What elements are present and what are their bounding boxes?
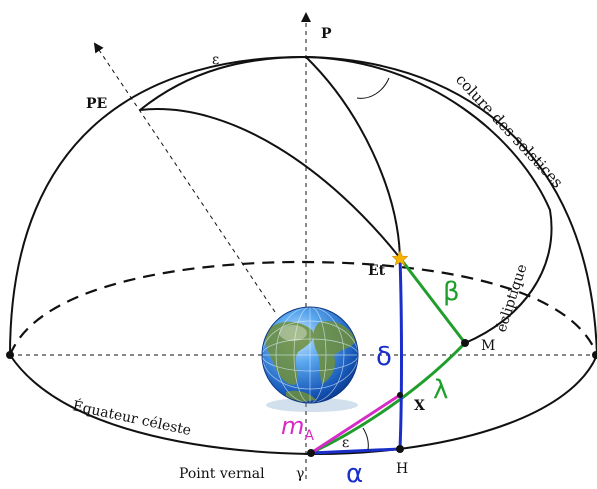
alpha-line (310, 447, 401, 455)
arc-pe-to-star (139, 108, 401, 259)
point-h-dot (396, 445, 404, 453)
solstice-colure-label: colure des solstices (452, 70, 567, 191)
point-x-dot (397, 392, 403, 398)
alpha-label: α (346, 459, 363, 489)
epsilon-top-label: ε (212, 52, 219, 68)
equator-label: Équateur céleste (71, 396, 193, 439)
angle-arc-top (356, 77, 390, 99)
star-label: Et (368, 263, 386, 279)
ma-subscript: A (304, 428, 314, 444)
ecliptic-lambda-line (310, 341, 467, 455)
earth-globe-icon (261, 306, 359, 412)
delta-line (398, 257, 403, 450)
arc-pe-to-p (139, 56, 307, 111)
point-m-dot (461, 339, 469, 347)
point-x-label: X (414, 398, 425, 414)
arc-p-to-star (305, 56, 401, 259)
point-h-label: H (396, 461, 408, 477)
epsilon-bottom-label: ε (342, 435, 349, 451)
ecliptic-pole-label: PE (86, 96, 107, 112)
pole-label: P (321, 26, 332, 42)
equator-left-dot (6, 351, 14, 359)
beta-label: β (443, 277, 460, 307)
ecliptic-pole-axis (93, 42, 276, 313)
gamma-label: γ (296, 466, 304, 482)
ma-letter: m (281, 412, 304, 440)
equator-back-dashed (8, 260, 597, 356)
delta-label: δ (376, 342, 392, 372)
point-gamma-dot (307, 449, 315, 457)
ma-line (310, 393, 401, 455)
solstice-colure-arc (305, 56, 553, 344)
beta-line (398, 257, 467, 344)
equator-right-dot (592, 351, 597, 359)
lambda-label: λ (433, 375, 448, 405)
point-m-label: M (481, 338, 495, 354)
angle-arc-bottom (362, 427, 369, 451)
ma-label: mA (281, 412, 314, 444)
vernal-point-label: Point vernal (179, 466, 265, 482)
star-icon (391, 250, 409, 266)
